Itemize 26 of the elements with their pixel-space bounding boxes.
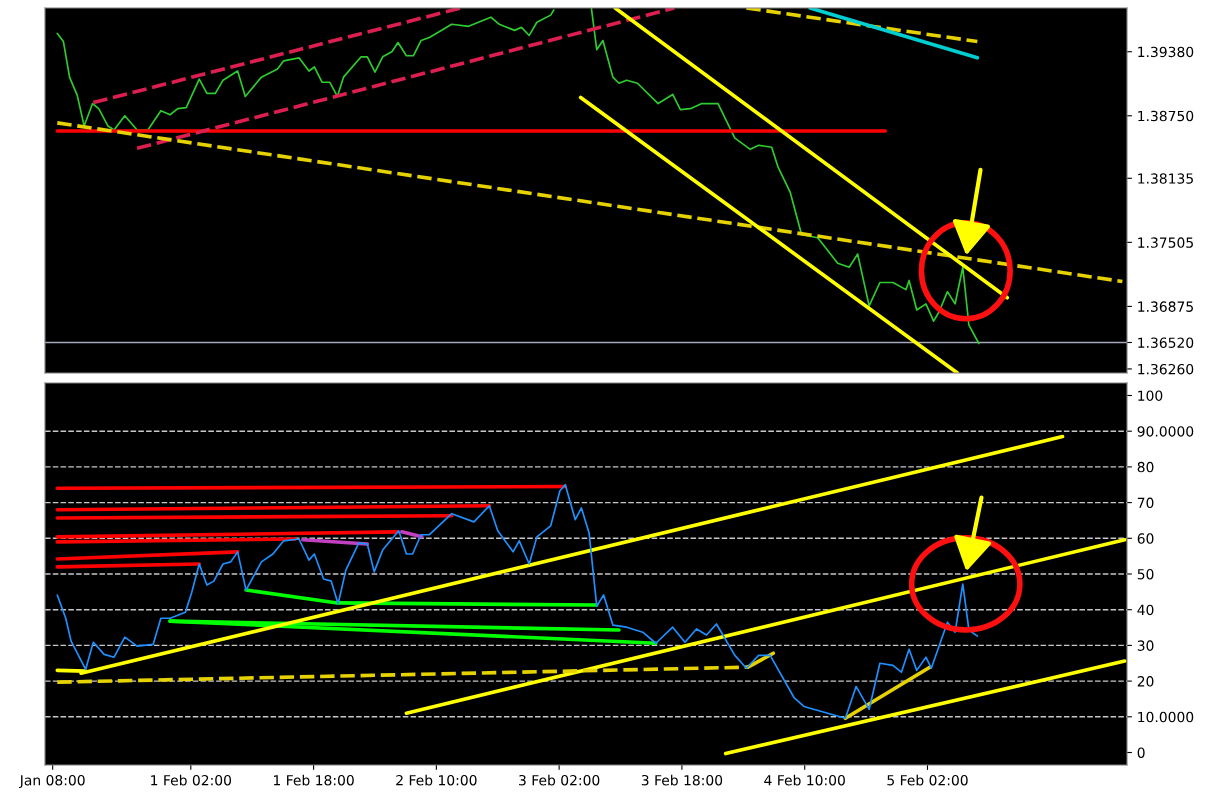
y-tick-label: 20 xyxy=(1137,676,1154,687)
y-tick-label: 1.36520 xyxy=(1138,337,1194,348)
x-tick-label: 4 Feb 10:00 xyxy=(764,774,845,786)
x-tick-label: 3 Feb 02:00 xyxy=(519,774,600,786)
y-tick-label: 60 xyxy=(1137,533,1154,544)
y-tick-label: 1.36875 xyxy=(1138,301,1193,312)
y-tick-label: 100 xyxy=(1138,390,1163,401)
x-tick-label: 5 Feb 02:00 xyxy=(887,774,968,786)
y-tick-label: 50 xyxy=(1137,568,1154,580)
y-tick-label: 90.0000 xyxy=(1137,426,1194,437)
y-tick-label: 1.39380 xyxy=(1138,46,1194,58)
y-tick-label: 40 xyxy=(1137,604,1154,616)
x-tick-label: Jan 08:00 xyxy=(19,774,85,789)
x-tick-label: 2 Feb 10:00 xyxy=(396,774,477,786)
x-tick-label: 1 Feb 18:00 xyxy=(273,774,354,786)
y-tick-label: 1.36260 xyxy=(1138,363,1194,375)
y-tick-label: 1.38750 xyxy=(1138,110,1194,122)
y-tick-label: 0 xyxy=(1137,747,1145,758)
y-tick-label: 1.37505 xyxy=(1138,237,1193,248)
x-tick-label: 3 Feb 18:00 xyxy=(641,774,723,786)
y-tick-label: 10.0000 xyxy=(1138,711,1194,723)
y-tick-label: 70 xyxy=(1137,497,1154,509)
y-tick-label: 80 xyxy=(1137,461,1154,473)
y-tick-label: 30 xyxy=(1137,640,1154,651)
y-tick-label: 1.38135 xyxy=(1138,173,1193,184)
x-tick-label: 1 Feb 02:00 xyxy=(151,774,232,786)
